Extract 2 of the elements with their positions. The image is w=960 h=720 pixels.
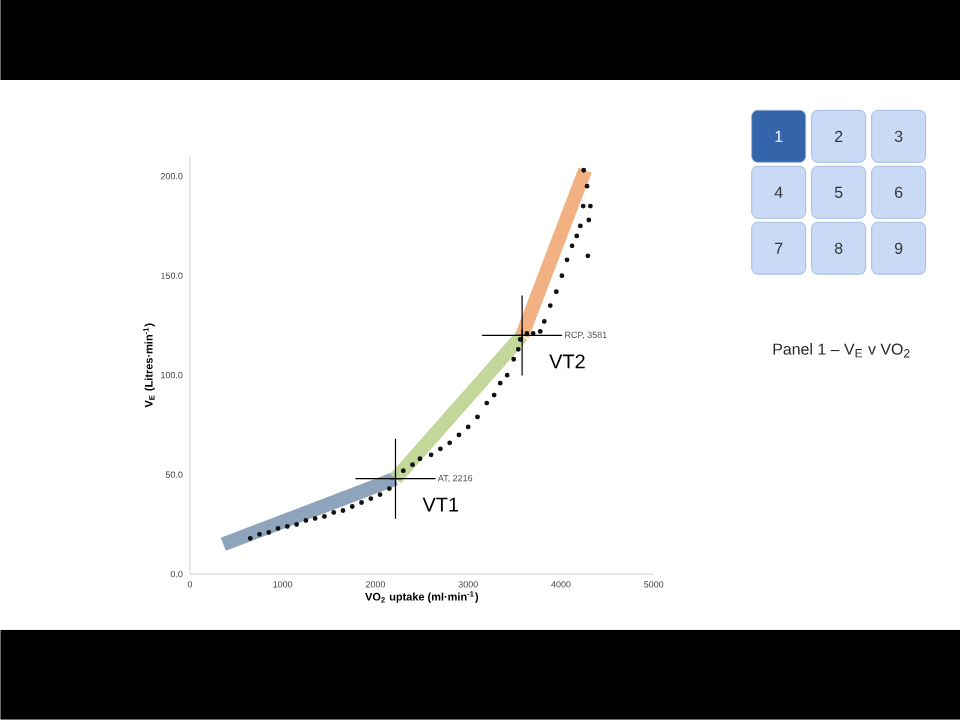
annotation: VT1 <box>422 497 459 512</box>
annotation: VT2 <box>549 354 585 369</box>
